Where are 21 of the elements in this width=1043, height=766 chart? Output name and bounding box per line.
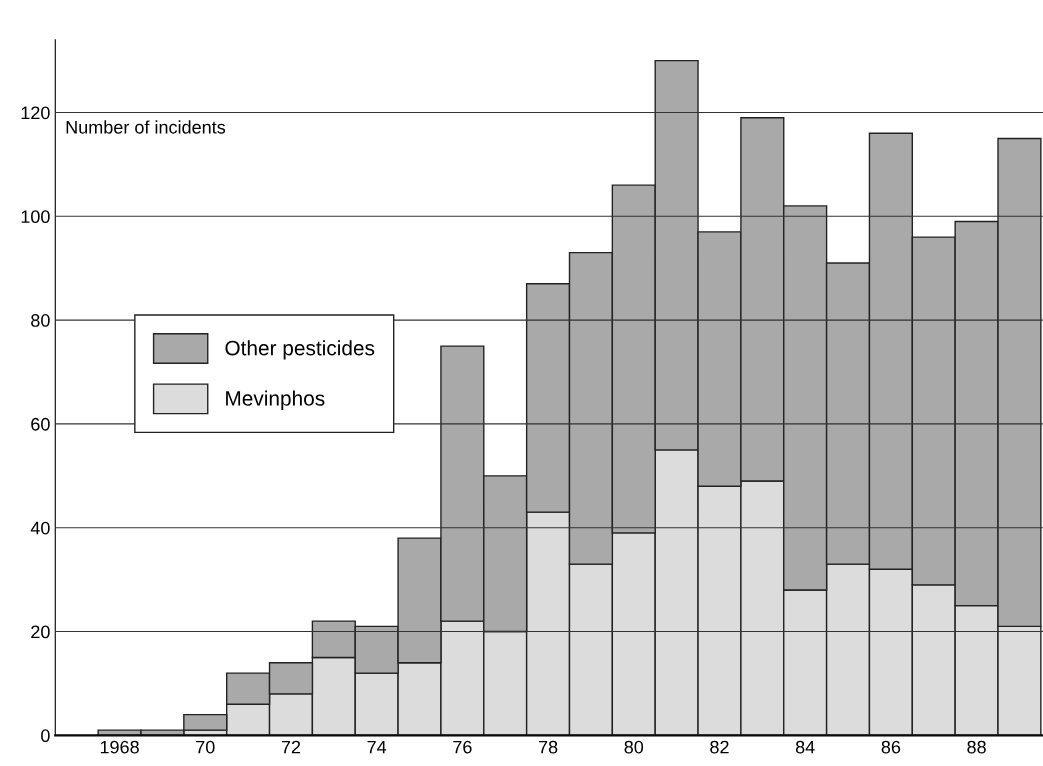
y-tick-label: 120 xyxy=(21,106,50,120)
x-tick-label: 1968 xyxy=(100,740,139,754)
y-tick-label: 100 xyxy=(21,210,50,224)
x-tick-label: 76 xyxy=(453,740,472,754)
x-tick-label: 70 xyxy=(196,740,215,754)
y-axis-title: Number of incidents xyxy=(66,120,226,134)
x-tick-label: 84 xyxy=(795,740,815,754)
y-tick-label: 80 xyxy=(31,314,50,327)
y-tick-label: 20 xyxy=(31,625,50,639)
x-tick-label: 72 xyxy=(281,740,301,754)
x-tick-label: 82 xyxy=(710,740,729,754)
x-tick-label: 88 xyxy=(967,740,986,754)
x-tick-label: 86 xyxy=(881,740,901,754)
y-tick-label: 0 xyxy=(41,729,50,743)
x-tick-label: 78 xyxy=(538,740,558,754)
y-tick-label: 60 xyxy=(31,417,50,431)
x-tick-label: 80 xyxy=(624,740,644,754)
legend-label: Other pesticides xyxy=(225,340,375,360)
legend-label: Mevinphos xyxy=(226,390,325,410)
y-tick-label: 40 xyxy=(30,521,50,535)
x-tick-label: 74 xyxy=(367,740,387,754)
